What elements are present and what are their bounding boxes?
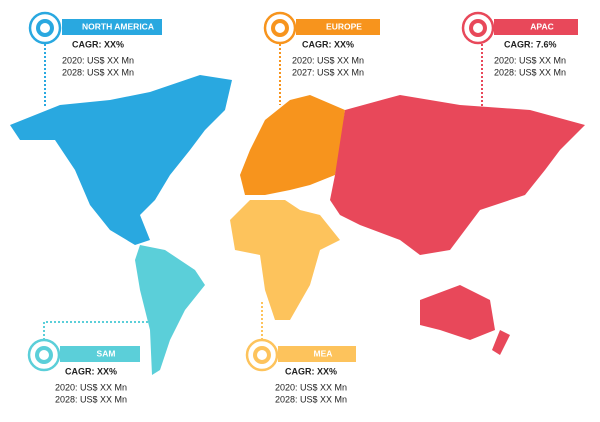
region-value: 2020: US$ XX Mn <box>292 55 364 65</box>
region-value: 2020: US$ XX Mn <box>494 55 566 65</box>
region-banner <box>296 19 380 35</box>
region-cagr: CAGR: XX% <box>285 366 337 376</box>
region-value: 2028: US$ XX Mn <box>275 394 347 404</box>
region-value: 2028: US$ XX Mn <box>62 67 134 77</box>
region-name: EUROPE <box>326 21 362 31</box>
region-name: APAC <box>530 21 553 31</box>
region-cagr: CAGR: XX% <box>72 39 124 49</box>
region-value: 2020: US$ XX Mn <box>62 55 134 65</box>
region-value: 2020: US$ XX Mn <box>275 382 347 392</box>
north-america-shape <box>10 75 232 245</box>
south-america-shape <box>135 245 205 375</box>
region-name: NORTH AMERICA <box>82 21 154 31</box>
region-cagr: CAGR: XX% <box>65 366 117 376</box>
region-banner <box>62 19 162 35</box>
region-value: 2020: US$ XX Mn <box>55 382 127 392</box>
europe-shape <box>240 95 345 195</box>
region-value: 2027: US$ XX Mn <box>292 67 364 77</box>
region-icon-core <box>257 350 267 360</box>
region-cagr: CAGR: XX% <box>302 39 354 49</box>
region-value: 2028: US$ XX Mn <box>494 67 566 77</box>
region-banner <box>60 346 140 362</box>
region-icon-core <box>40 23 50 33</box>
connector <box>43 321 150 340</box>
region-name: MEA <box>314 348 333 358</box>
apac-shape <box>330 95 585 355</box>
region-icon-core <box>39 350 49 360</box>
region-banner <box>278 346 356 362</box>
region-banner <box>494 19 578 35</box>
mea-shape <box>230 200 340 320</box>
region-icon-core <box>275 23 285 33</box>
region-value: 2028: US$ XX Mn <box>55 394 127 404</box>
region-cagr: CAGR: 7.6% <box>504 39 557 49</box>
region-name: SAM <box>97 348 116 358</box>
region-icon-core <box>473 23 483 33</box>
